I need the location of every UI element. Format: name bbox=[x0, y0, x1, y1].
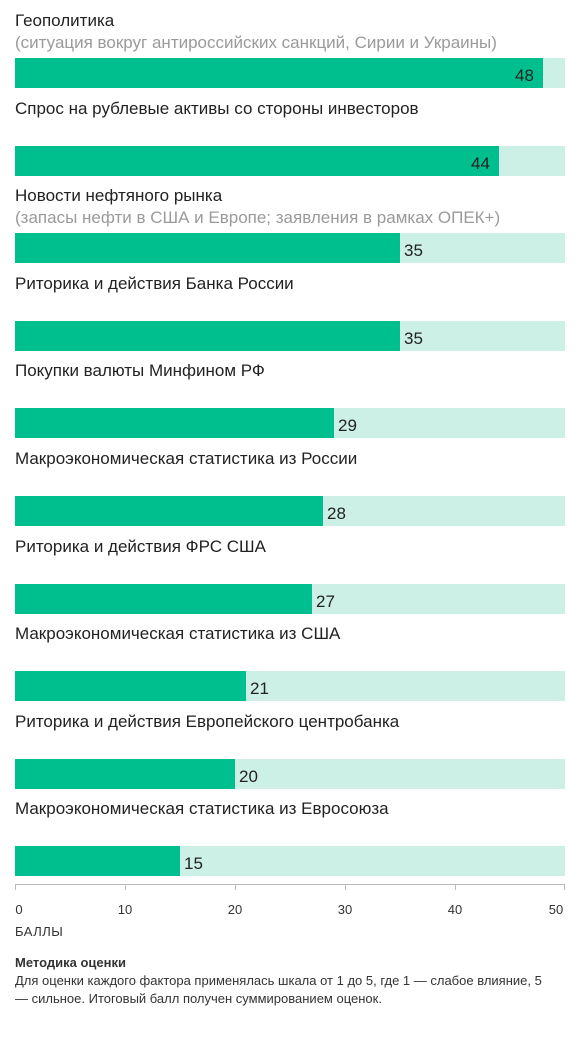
category-label: Покупки валюты Минфином РФ bbox=[15, 361, 265, 381]
bar-value-label: 27 bbox=[316, 591, 335, 611]
methodology-title: Методика оценки bbox=[15, 955, 126, 970]
bar-track: 15 bbox=[15, 846, 565, 877]
bar-track: 44 bbox=[15, 145, 565, 176]
bar-value-label: 21 bbox=[250, 679, 269, 699]
x-tick-label: 40 bbox=[447, 902, 463, 917]
bar-track: 48 bbox=[15, 58, 565, 88]
x-tick bbox=[455, 884, 456, 890]
category-sublabel: (ситуация вокруг антироссийских санкций,… bbox=[15, 33, 497, 52]
x-tick-label: 20 bbox=[227, 902, 243, 917]
bar bbox=[15, 496, 323, 526]
x-tick-label: 50 bbox=[548, 902, 564, 917]
bar-value-label: 28 bbox=[327, 504, 346, 523]
x-tick-label: 10 bbox=[117, 902, 133, 917]
methodology-note: Методика оценки Для оценки каждого факто… bbox=[15, 954, 555, 1008]
bar-track: 28 bbox=[15, 496, 565, 526]
bar-value-label: 48 bbox=[515, 66, 534, 85]
bar-track: 27 bbox=[15, 583, 565, 614]
bar-track: 29 bbox=[15, 408, 565, 439]
bar bbox=[15, 671, 246, 702]
category-sublabel: (запасы нефти в США и Европе; заявления … bbox=[15, 208, 501, 228]
x-tick bbox=[235, 884, 236, 890]
bar-track: 21 bbox=[15, 671, 565, 702]
bar bbox=[15, 846, 180, 877]
bar bbox=[15, 758, 235, 789]
bar-chart: Геополитика (ситуация вокруг антироссийск… bbox=[15, 11, 565, 877]
category-label: Риторика и действия ФРС США bbox=[15, 536, 266, 556]
bar bbox=[15, 233, 400, 264]
bar bbox=[15, 145, 499, 176]
x-tick-label: 30 bbox=[337, 902, 353, 917]
x-tick bbox=[15, 884, 16, 890]
x-tick bbox=[125, 884, 126, 890]
category-label: Риторика и действия Банка России bbox=[15, 273, 294, 293]
bar-value-label: 20 bbox=[239, 766, 258, 786]
bar-value-label: 35 bbox=[404, 328, 423, 348]
bar bbox=[15, 583, 312, 614]
category-label: Макроэкономическая статистика из России bbox=[15, 449, 358, 468]
bar bbox=[15, 408, 334, 439]
bar-track: 35 bbox=[15, 320, 565, 351]
bar-track: 20 bbox=[15, 758, 565, 789]
x-tick-label: 0 bbox=[15, 902, 23, 917]
x-tick bbox=[564, 884, 565, 890]
bar bbox=[15, 320, 400, 351]
bar bbox=[15, 58, 543, 88]
x-axis-label: БАЛЛЫ bbox=[15, 924, 64, 939]
category-label: Макроэкономическая статистика из США bbox=[15, 624, 341, 644]
category-label: Риторика и действия Европейского центроб… bbox=[15, 711, 400, 731]
methodology-text: Для оценки каждого фактора применялась ш… bbox=[15, 973, 542, 1006]
bar-value-label: 44 bbox=[471, 153, 490, 173]
bar-value-label: 35 bbox=[404, 241, 423, 261]
bar-value-label: 15 bbox=[184, 854, 203, 874]
category-label: Макроэкономическая статистика из Евросою… bbox=[15, 799, 389, 819]
category-label: Геополитика bbox=[15, 11, 115, 30]
category-label: Новости нефтяного рынка bbox=[15, 186, 223, 206]
bar-track: 35 bbox=[15, 233, 565, 264]
x-axis-line bbox=[15, 884, 565, 885]
bar-value-label: 29 bbox=[338, 416, 357, 436]
x-tick bbox=[345, 884, 346, 890]
category-label: Спрос на рублевые активы со стороны инве… bbox=[15, 98, 419, 118]
